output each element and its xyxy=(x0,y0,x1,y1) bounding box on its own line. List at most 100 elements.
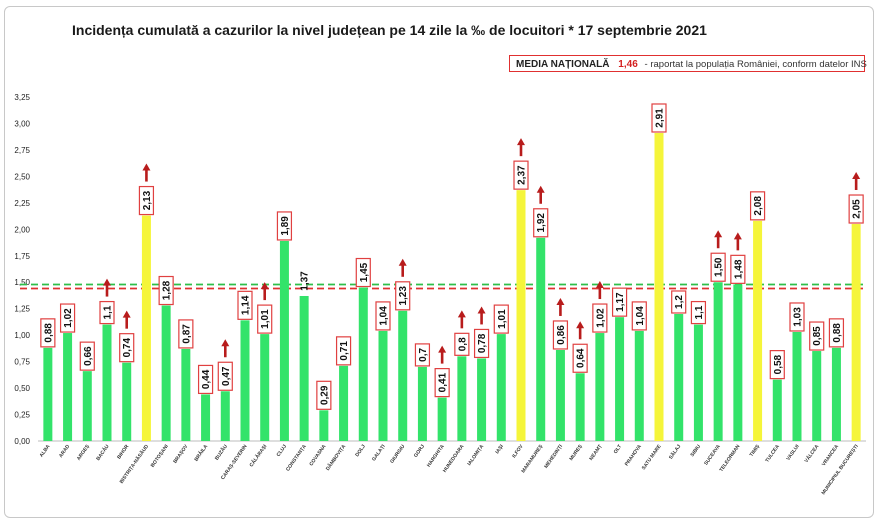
data-label-box xyxy=(99,300,115,325)
data-label: 2,08 xyxy=(749,191,766,221)
trend-up-arrowhead xyxy=(556,297,565,305)
bar xyxy=(63,333,73,441)
y-tick-label: 2,00 xyxy=(14,225,30,234)
data-label: 0,7 xyxy=(414,343,431,367)
trend-up-arrowhead xyxy=(852,172,861,180)
bar xyxy=(615,317,625,441)
data-label: 0,86 xyxy=(552,320,569,350)
data-label-text: 2,91 xyxy=(655,108,666,128)
category-label: SĂLAJ xyxy=(667,443,682,461)
bar xyxy=(220,391,230,441)
data-label: 1,01 xyxy=(257,304,273,334)
bar xyxy=(477,358,487,441)
data-label: 0,85 xyxy=(809,321,825,351)
bar xyxy=(398,310,408,441)
data-label-text: 0,86 xyxy=(556,325,567,345)
data-label-text: 2,08 xyxy=(753,196,764,216)
data-label-text: 0,78 xyxy=(477,333,488,353)
data-label-box xyxy=(789,302,805,332)
data-label-text: 1,37 xyxy=(300,271,311,291)
data-label: 1,17 xyxy=(611,287,628,317)
data-label-box xyxy=(631,301,647,331)
category-label: BIHOR xyxy=(116,443,130,460)
category-label: BOTOȘANI xyxy=(150,443,170,468)
data-label: 1,1 xyxy=(99,300,115,325)
bar xyxy=(674,313,684,441)
data-label-text: 1,48 xyxy=(733,259,744,279)
category-label: GALAȚI xyxy=(371,443,387,462)
bar xyxy=(161,305,171,441)
data-label-box xyxy=(217,361,233,391)
data-label: 0,78 xyxy=(473,328,490,359)
data-label-box xyxy=(749,191,766,221)
bar xyxy=(82,371,92,441)
category-label: CĂLĂRAȘI xyxy=(248,443,269,469)
data-label-box xyxy=(730,254,746,284)
y-tick-label: 2,25 xyxy=(14,199,30,208)
data-label-text: 2,05 xyxy=(852,199,863,219)
bar xyxy=(555,349,565,441)
data-label-text: 0,74 xyxy=(122,338,133,358)
data-label-box xyxy=(828,318,845,348)
category-label: VRANCEA xyxy=(821,443,840,467)
data-label-box xyxy=(395,281,411,311)
data-label-text: 0,47 xyxy=(221,366,232,386)
data-label-box xyxy=(355,257,371,288)
category-label: BACĂU xyxy=(95,443,111,462)
data-label-text: 0,71 xyxy=(339,341,350,361)
data-label: 1,50 xyxy=(710,252,726,282)
y-tick-label: 1,25 xyxy=(14,305,30,314)
legend-label: MEDIA NAȚIONALĂ xyxy=(516,59,610,70)
trend-up-arrowhead xyxy=(595,281,604,289)
data-label: 2,91 xyxy=(651,103,667,133)
bar xyxy=(319,410,329,441)
bar xyxy=(772,379,782,441)
trend-up-arrowhead xyxy=(477,306,486,314)
y-tick-label: 2,75 xyxy=(14,146,30,155)
chart-title: Incidența cumulată a cazurilor la nivel … xyxy=(72,22,707,38)
data-label-box xyxy=(572,343,588,373)
category-label: IALOMIȚA xyxy=(466,443,485,467)
data-label: 2,37 xyxy=(513,160,529,190)
bar xyxy=(713,282,723,441)
y-tick-label: 3,00 xyxy=(14,119,30,128)
data-label: 2,13 xyxy=(138,185,155,216)
bar xyxy=(851,224,861,441)
category-label: SUCEAVA xyxy=(703,443,722,466)
bar xyxy=(378,330,388,441)
data-label: 1,1 xyxy=(690,300,707,325)
national-average-legend: MEDIA NAȚIONALĂ 1,46 - raportat la popul… xyxy=(509,55,867,72)
data-label: 1,03 xyxy=(789,302,805,332)
data-label: 0,41 xyxy=(434,368,450,398)
category-label: TELEORMAN xyxy=(718,443,741,473)
data-label-box xyxy=(414,343,431,367)
y-tick-label: 1,75 xyxy=(14,252,30,261)
data-label: 0,64 xyxy=(572,343,588,373)
trend-up-arrowhead xyxy=(260,282,269,290)
data-label-box xyxy=(473,328,490,359)
data-label-text: 1,03 xyxy=(793,307,804,327)
category-label: PRAHOVA xyxy=(624,443,643,467)
data-label-text: 0,41 xyxy=(438,372,449,392)
trend-up-arrowhead xyxy=(733,232,742,240)
bar xyxy=(122,362,132,441)
bar xyxy=(812,351,822,441)
data-label-box xyxy=(533,208,549,238)
data-label-box xyxy=(158,275,174,306)
data-label: 0,74 xyxy=(119,333,135,363)
bar xyxy=(733,284,743,441)
data-label: 0,88 xyxy=(40,318,56,348)
bar xyxy=(654,132,664,442)
category-label: ILFOV xyxy=(511,443,525,459)
data-label: 1,37 xyxy=(300,271,311,291)
data-label: 1,45 xyxy=(355,257,371,288)
data-label-box xyxy=(257,304,273,334)
y-tick-label: 1,50 xyxy=(14,278,30,287)
data-label-box xyxy=(690,300,707,325)
data-label-text: 1,01 xyxy=(260,309,271,329)
data-label-text: 0,88 xyxy=(832,323,843,343)
data-label: 1,02 xyxy=(592,303,608,333)
legend-note: - raportat la populația României, confor… xyxy=(644,59,867,70)
y-tick-label: 0,00 xyxy=(14,437,30,446)
bar xyxy=(437,397,447,441)
